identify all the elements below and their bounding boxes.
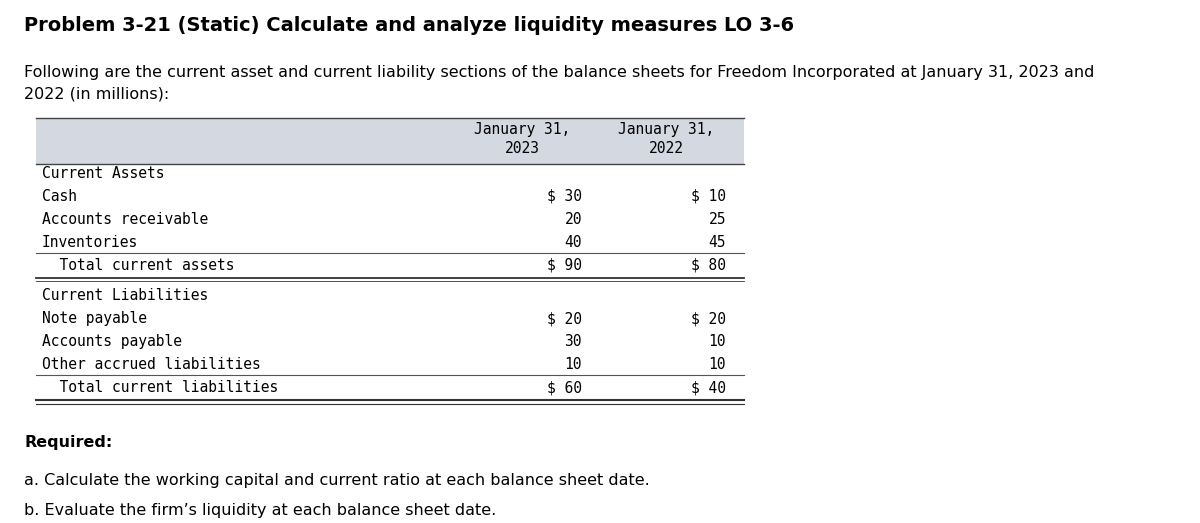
- Text: 10: 10: [708, 334, 726, 349]
- Text: January 31,: January 31,: [474, 122, 570, 137]
- Text: Note payable: Note payable: [42, 311, 148, 326]
- Text: Total current liabilities: Total current liabilities: [42, 380, 278, 395]
- Text: 2022: 2022: [648, 141, 684, 156]
- Text: Total current assets: Total current assets: [42, 258, 234, 273]
- Text: b. Evaluate the firm’s liquidity at each balance sheet date.: b. Evaluate the firm’s liquidity at each…: [24, 503, 497, 518]
- Text: Required:: Required:: [24, 435, 113, 450]
- Text: Following are the current asset and current liability sections of the balance sh: Following are the current asset and curr…: [24, 65, 1094, 81]
- Text: $ 20: $ 20: [691, 311, 726, 326]
- Text: a. Calculate the working capital and current ratio at each balance sheet date.: a. Calculate the working capital and cur…: [24, 473, 649, 488]
- Text: 40: 40: [564, 235, 582, 250]
- Text: 10: 10: [564, 357, 582, 372]
- Text: 45: 45: [708, 235, 726, 250]
- Text: Current Liabilities: Current Liabilities: [42, 288, 209, 303]
- Text: 2022 (in millions):: 2022 (in millions):: [24, 86, 169, 101]
- Text: $ 90: $ 90: [547, 258, 582, 273]
- Text: 2023: 2023: [504, 141, 540, 156]
- Text: Accounts payable: Accounts payable: [42, 334, 182, 349]
- Text: $ 20: $ 20: [547, 311, 582, 326]
- Text: Current Assets: Current Assets: [42, 166, 164, 181]
- Text: Inventories: Inventories: [42, 235, 138, 250]
- Text: Accounts receivable: Accounts receivable: [42, 212, 209, 227]
- Text: $ 40: $ 40: [691, 380, 726, 395]
- Text: $ 80: $ 80: [691, 258, 726, 273]
- Text: January 31,: January 31,: [618, 122, 714, 137]
- Text: $ 10: $ 10: [691, 189, 726, 204]
- Text: $ 30: $ 30: [547, 189, 582, 204]
- Text: 10: 10: [708, 357, 726, 372]
- Text: 30: 30: [564, 334, 582, 349]
- Text: $ 60: $ 60: [547, 380, 582, 395]
- Text: 20: 20: [564, 212, 582, 227]
- Text: Problem 3-21 (Static) Calculate and analyze liquidity measures LO 3-6: Problem 3-21 (Static) Calculate and anal…: [24, 16, 794, 35]
- Text: Cash: Cash: [42, 189, 77, 204]
- Text: Other accrued liabilities: Other accrued liabilities: [42, 357, 260, 372]
- Text: 25: 25: [708, 212, 726, 227]
